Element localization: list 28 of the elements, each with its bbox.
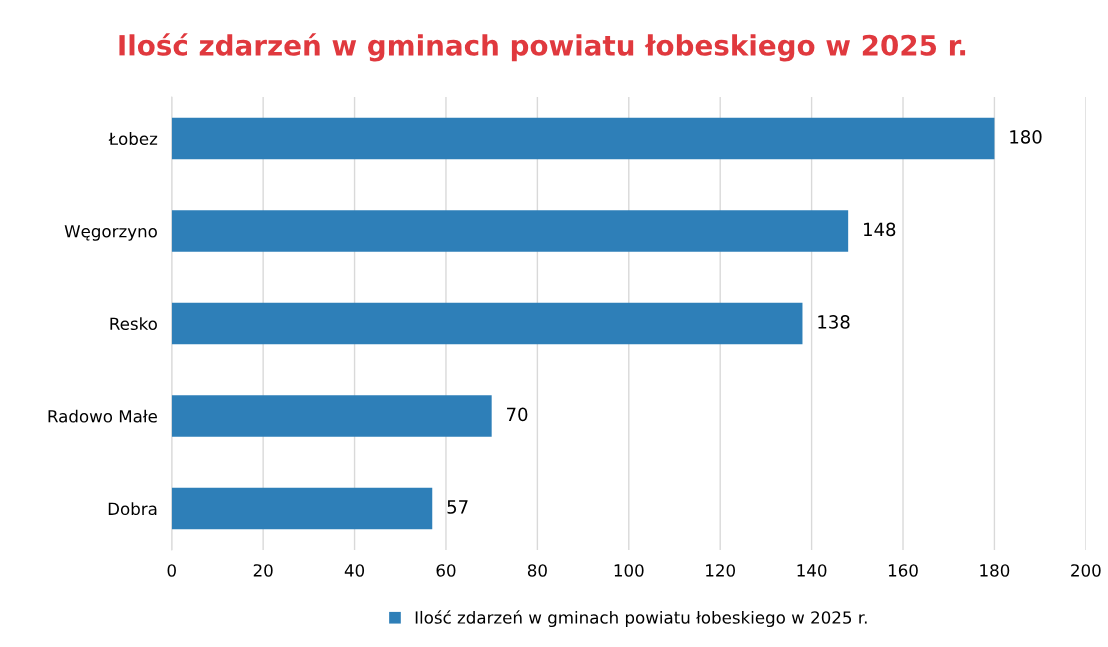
- bar: [171, 395, 492, 437]
- x-tick-label: 100: [614, 564, 644, 577]
- x-tick-label: 200: [1071, 564, 1101, 577]
- data-label: 148: [864, 222, 896, 237]
- data-label: 70: [507, 407, 528, 422]
- bar: [171, 487, 433, 530]
- y-tick-label: Węgorzyno: [64, 225, 157, 241]
- y-tick-label: Resko: [110, 317, 157, 331]
- data-label: 138: [818, 315, 850, 329]
- y-tick-label: Łobez: [108, 132, 158, 146]
- bar: [171, 210, 849, 252]
- data-label: 180: [1010, 130, 1042, 144]
- x-tick-label: 80: [527, 564, 547, 577]
- x-tick-label: 0: [167, 564, 176, 577]
- x-tick-label: 140: [797, 564, 827, 577]
- bar: [171, 302, 803, 345]
- legend-label: Ilość zdarzeń w gminach powiatu łobeskiego w 2025 r.: [415, 610, 867, 628]
- chart-title: Ilość zdarzeń w gminach powiatu łobeskiego w 2025 r.: [119, 33, 966, 62]
- x-tick-label: 40: [344, 564, 365, 577]
- x-tick-label: 180: [980, 564, 1010, 577]
- x-tick-label: 120: [706, 564, 735, 577]
- bar: [171, 117, 995, 160]
- x-tick-label: 20: [253, 564, 273, 577]
- y-tick-label: Dobra: [108, 502, 157, 516]
- y-tick-label: Radowo Małe: [48, 409, 157, 423]
- data-label: 57: [447, 500, 468, 514]
- x-tick-label: 60: [436, 564, 456, 577]
- x-tick-label: 160: [888, 564, 918, 577]
